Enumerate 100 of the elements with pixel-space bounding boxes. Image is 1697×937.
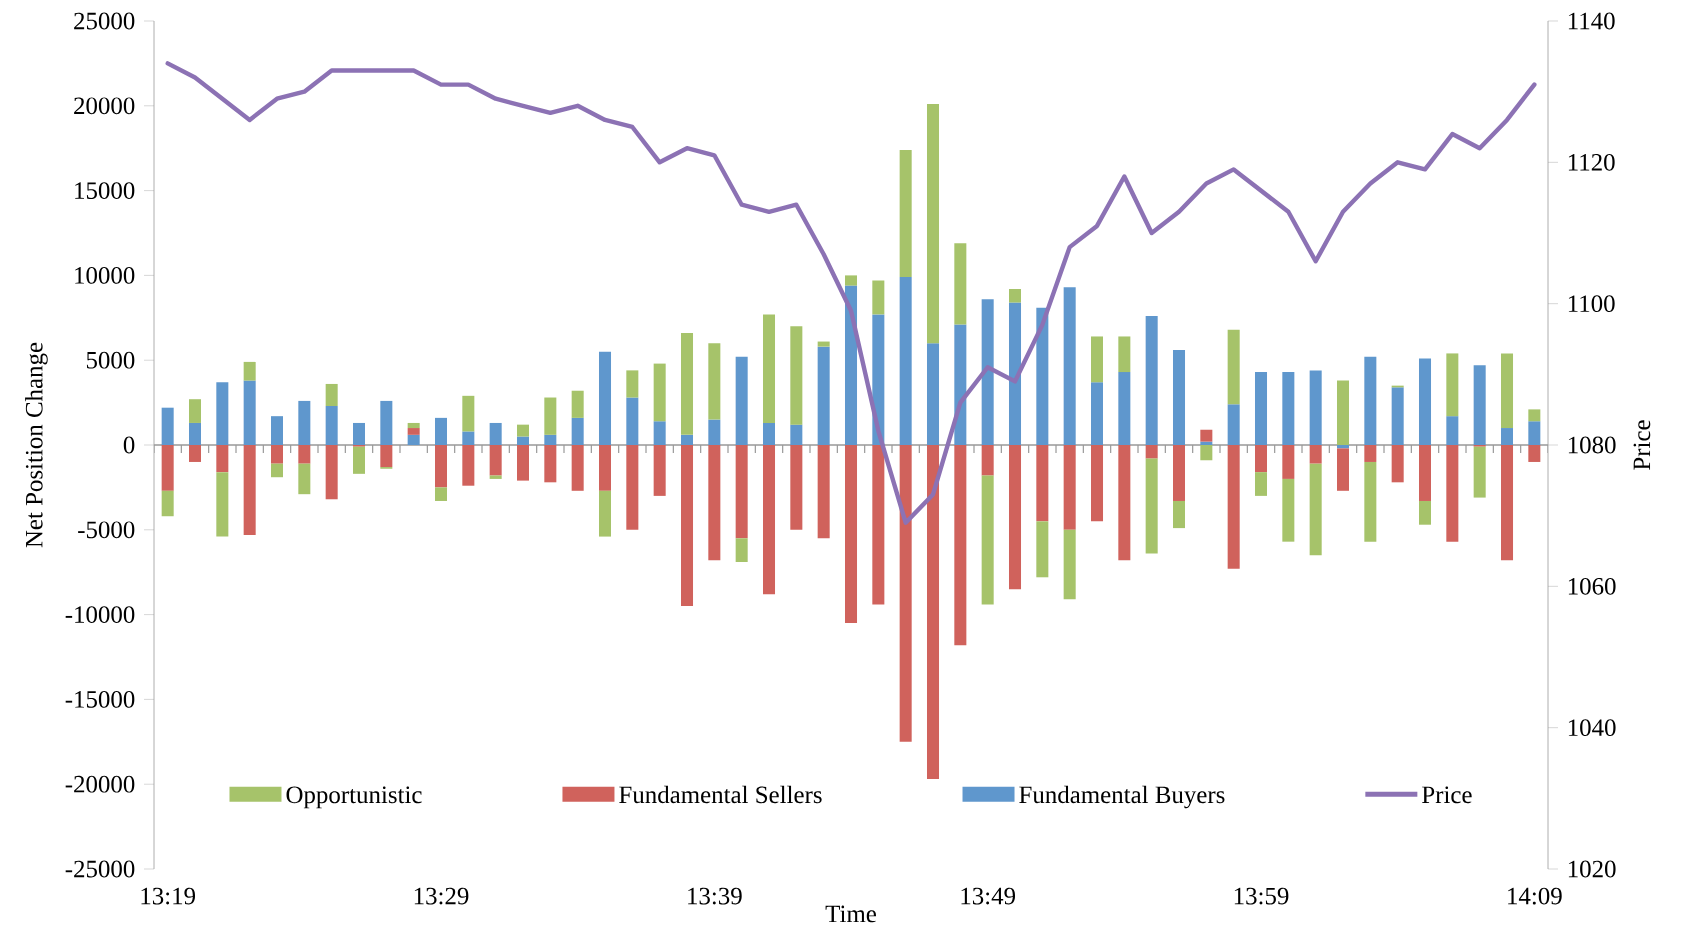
bar — [926, 445, 940, 780]
bar — [1528, 421, 1541, 445]
bar — [462, 395, 475, 432]
bar — [407, 428, 420, 435]
bar — [298, 445, 311, 464]
bar — [1282, 445, 1295, 479]
bar — [270, 445, 284, 464]
bar — [762, 445, 776, 595]
bar — [1118, 336, 1131, 373]
bar — [1391, 445, 1404, 483]
bar — [161, 407, 174, 445]
bar — [1036, 307, 1049, 445]
bar — [1473, 446, 1486, 498]
bar — [352, 422, 366, 445]
y-tick-label: 25000 — [74, 12, 135, 30]
bar — [844, 445, 858, 624]
bar — [926, 104, 940, 344]
bar — [1528, 409, 1541, 422]
bar — [954, 243, 967, 325]
x-tick-label: 13:29 — [414, 887, 469, 905]
y-tick-label: -5000 — [78, 521, 135, 539]
bar — [1008, 302, 1022, 445]
bar — [434, 417, 448, 445]
bar — [872, 445, 885, 605]
bar — [790, 326, 803, 425]
legend-label: Fundamental Buyers — [1019, 785, 1225, 809]
y2-tick-label: 1060 — [1568, 577, 1616, 595]
bar — [1500, 445, 1514, 561]
bar — [817, 341, 830, 347]
bar — [735, 356, 748, 445]
bar — [899, 445, 912, 742]
y-tick-label: -25000 — [65, 860, 135, 878]
bar — [1063, 529, 1076, 600]
bar — [1172, 350, 1186, 445]
bar — [216, 472, 229, 537]
y2-axis-title: Price — [1633, 420, 1651, 470]
bar — [1063, 287, 1076, 445]
bar — [954, 324, 967, 445]
bar — [325, 445, 338, 500]
bar — [544, 397, 557, 435]
bar — [735, 445, 748, 539]
bar — [1473, 365, 1486, 445]
bar — [762, 314, 776, 423]
bar — [1500, 353, 1514, 429]
bar — [1254, 472, 1268, 496]
bar — [1145, 445, 1158, 459]
bar — [653, 363, 666, 422]
bar — [626, 370, 639, 398]
y2-tick-label: 1140 — [1568, 12, 1615, 30]
bar — [1118, 372, 1131, 445]
bar — [626, 397, 639, 445]
bar — [434, 445, 448, 488]
bar — [1172, 500, 1186, 529]
bar — [571, 417, 584, 445]
y-tick-label: 10000 — [75, 267, 135, 284]
bar — [1090, 445, 1104, 522]
y2-tick-label: 1100 — [1568, 295, 1615, 313]
bar — [188, 445, 202, 462]
bar — [1309, 370, 1322, 445]
bar — [1036, 521, 1049, 578]
bar — [434, 487, 448, 501]
bar — [790, 424, 803, 445]
bar — [1309, 463, 1322, 556]
bar — [1254, 445, 1268, 473]
bar — [981, 299, 994, 445]
bar — [462, 431, 475, 445]
bar — [298, 463, 311, 495]
bar — [1364, 356, 1377, 445]
bar — [1090, 382, 1104, 445]
bar — [899, 149, 912, 278]
bar — [544, 445, 557, 483]
x-tick-label: 14:09 — [1508, 887, 1562, 905]
bar — [489, 422, 502, 445]
bar — [1172, 445, 1186, 501]
bar — [1227, 329, 1240, 405]
bar — [1200, 445, 1213, 461]
bar — [1227, 404, 1240, 445]
bar — [844, 285, 858, 445]
bar — [1446, 445, 1459, 542]
bar — [708, 445, 721, 561]
bar — [954, 445, 967, 646]
bar — [1282, 372, 1295, 445]
bar — [708, 419, 721, 445]
x-axis-title: Time — [825, 905, 876, 923]
bar — [270, 416, 284, 445]
bar — [380, 400, 393, 445]
bar — [790, 445, 803, 530]
bar — [1418, 358, 1432, 445]
bar — [598, 445, 612, 491]
bar — [680, 445, 694, 607]
bar — [161, 490, 174, 517]
bar — [270, 463, 284, 478]
y2-tick-label: 1020 — [1568, 860, 1616, 878]
bar — [1118, 445, 1131, 561]
x-tick-label: 13:39 — [688, 887, 742, 905]
bar — [571, 445, 584, 491]
bar — [1418, 445, 1432, 501]
bar — [598, 490, 612, 537]
bar — [1254, 372, 1268, 445]
bar — [872, 280, 885, 315]
